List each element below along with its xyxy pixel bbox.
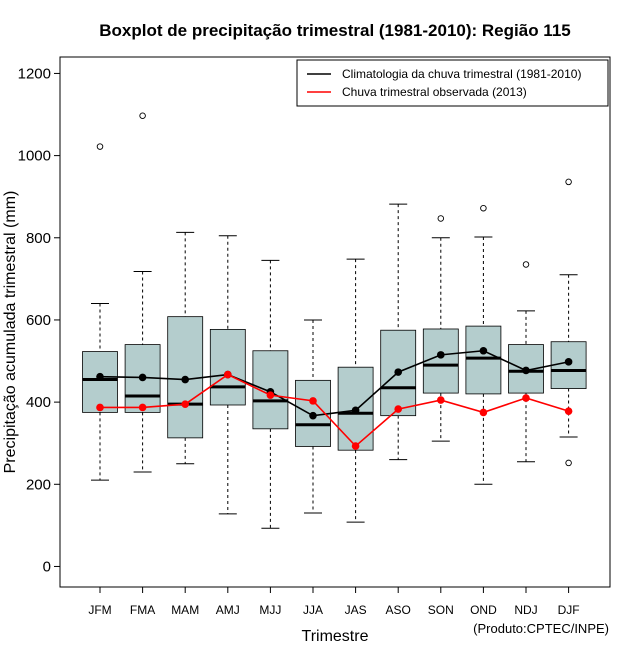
chart-title: Boxplot de precipitação trimestral (1981… <box>99 21 570 40</box>
y-tick-label: 200 <box>26 476 51 493</box>
legend-label: Climatologia da chuva trimestral (1981-2… <box>342 67 581 81</box>
x-tick-label-mjj: MJJ <box>259 603 281 617</box>
outlier-point <box>480 204 487 212</box>
observed-point <box>224 370 232 379</box>
observed-point <box>437 396 445 404</box>
box-amj <box>209 328 246 406</box>
x-tick-label-aso: ASO <box>386 603 411 617</box>
climatology-point <box>394 368 403 376</box>
climatology-point <box>181 375 189 384</box>
y-tick-label: 0 <box>43 558 51 575</box>
observed-point <box>394 405 403 413</box>
observed-point <box>96 403 104 412</box>
y-tick-label: 1200 <box>18 65 51 82</box>
x-tick-label-jas: JAS <box>345 603 367 617</box>
outlier-point <box>522 261 530 268</box>
x-tick-label-ndj: NDJ <box>514 603 537 617</box>
observed-point <box>138 403 147 412</box>
climatology-point <box>564 358 573 366</box>
x-tick-label-amj: AMJ <box>216 603 240 617</box>
x-tick-label-djf: DJF <box>558 603 580 617</box>
box-aso <box>380 329 417 417</box>
outlier-point <box>437 215 445 222</box>
climatology-point <box>309 411 317 420</box>
observed-point <box>266 391 275 399</box>
x-axis-label: Trimestre <box>302 628 369 645</box>
observed-line <box>100 373 569 448</box>
observed-point <box>564 407 573 415</box>
observed-point <box>181 400 189 408</box>
x-tick-label-ond: OND <box>470 603 497 617</box>
y-tick-label: 1000 <box>18 148 51 165</box>
plot-area: 0 200 400 600 800 1000 1200 JFM FMA MAM AMJ MJJ JJA J… <box>18 56 611 617</box>
climatology-line <box>99 349 569 417</box>
climatology-point <box>522 366 530 375</box>
climatology-point <box>479 346 488 355</box>
x-tick-label-son: SON <box>428 603 454 617</box>
climatology-point <box>138 373 147 382</box>
box-son <box>422 328 459 394</box>
outlier-point <box>565 178 572 186</box>
y-axis-label: Precipitação acumulada trimestral (mm) <box>2 191 19 474</box>
x-tick-label-mam: MAM <box>171 603 199 617</box>
box-jfm <box>82 351 118 413</box>
outlier-point <box>96 143 104 150</box>
plot-frame <box>59 56 611 588</box>
outlier-point <box>139 112 146 120</box>
x-tick-label-fma: FMA <box>130 603 155 617</box>
y-tick-label: 800 <box>26 230 51 247</box>
x-tick-label-jfm: JFM <box>88 603 111 617</box>
outlier-point <box>565 459 572 467</box>
observed-point <box>479 408 488 417</box>
legend-label: Chuva trimestral observada (2013) <box>342 85 527 99</box>
climatology-point <box>96 372 104 381</box>
box-ond <box>465 325 502 395</box>
climatology-point <box>351 406 360 415</box>
observed-point <box>522 394 530 402</box>
y-tick-label: 600 <box>26 312 51 329</box>
legend-box <box>296 59 609 107</box>
y-tick-label: 400 <box>26 394 51 411</box>
climatology-point <box>437 351 445 359</box>
credit-text: (Produto:CPTEC/INPE) <box>473 621 609 636</box>
observed-point <box>309 397 317 405</box>
x-tick-label-jja: JJA <box>303 603 323 617</box>
observed-point <box>351 442 360 450</box>
